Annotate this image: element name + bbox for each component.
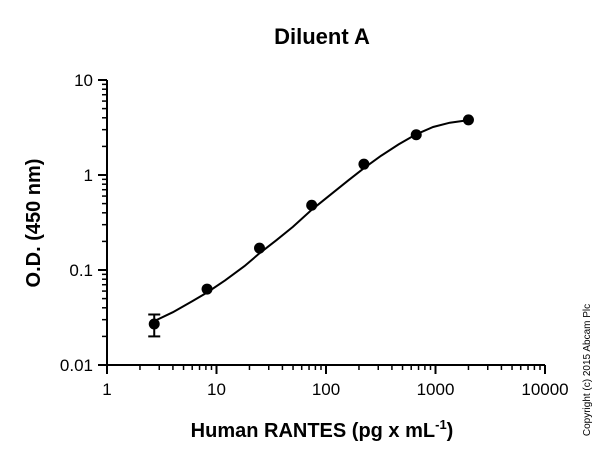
y-tick-label: 0.1 bbox=[69, 261, 93, 280]
data-point bbox=[306, 199, 318, 211]
fit-curve-line bbox=[153, 119, 469, 323]
y-axis: 0.01 0.1 1 10 bbox=[60, 71, 108, 375]
data-points-layer bbox=[148, 114, 474, 338]
x-axis: 1 10 100 1000 10000 bbox=[102, 364, 569, 399]
x-tick-label: 100 bbox=[312, 380, 340, 399]
x-axis-label-superscript: -1 bbox=[435, 417, 447, 432]
x-axis-label-main: Human RANTES (pg x mL bbox=[191, 420, 435, 442]
x-tick-label: 1000 bbox=[417, 380, 455, 399]
data-point bbox=[254, 242, 266, 254]
copyright-text: Copyright (c) 2015 Abcam Plc bbox=[582, 304, 593, 436]
x-tick-label: 10000 bbox=[521, 380, 568, 399]
x-tick-label: 1 bbox=[102, 380, 111, 399]
data-point bbox=[148, 318, 160, 330]
y-tick-label: 0.01 bbox=[60, 356, 93, 375]
data-point bbox=[201, 283, 213, 295]
fit-curve-layer bbox=[153, 119, 469, 323]
y-tick-label: 1 bbox=[84, 166, 93, 185]
data-point bbox=[410, 129, 422, 141]
chart-title: Diluent A bbox=[274, 24, 370, 49]
x-ticks: 1 10 100 1000 10000 bbox=[102, 365, 569, 399]
x-tick-label: 10 bbox=[207, 380, 226, 399]
data-point bbox=[462, 114, 474, 126]
y-ticks: 0.01 0.1 1 10 bbox=[60, 71, 107, 375]
x-axis-label-suffix: ) bbox=[447, 420, 454, 442]
y-tick-label: 10 bbox=[74, 71, 93, 90]
data-point bbox=[358, 158, 370, 170]
y-axis-label: O.D. (450 nm) bbox=[23, 159, 45, 288]
x-axis-label: Human RANTES (pg x mL-1) bbox=[191, 417, 454, 442]
